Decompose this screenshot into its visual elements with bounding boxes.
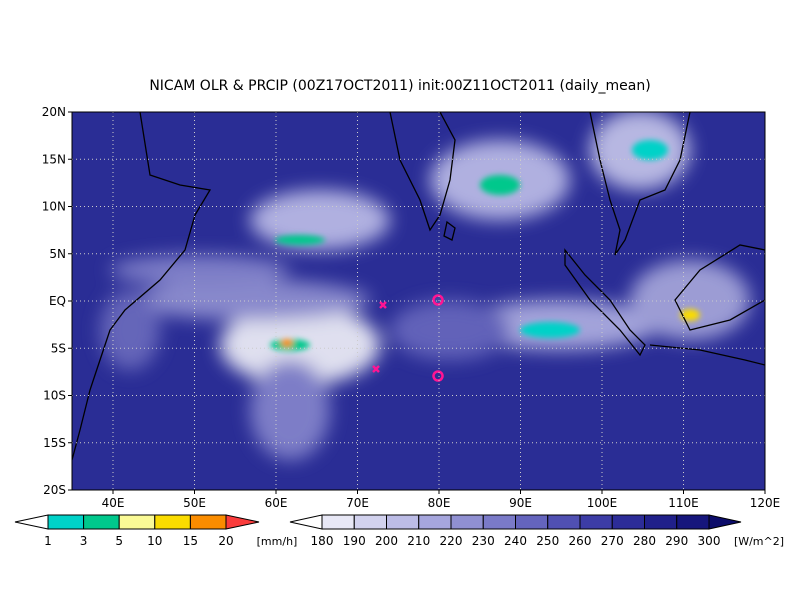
colorbar-swatch [611, 514, 645, 530]
precip-legend: 1 3 5 10 15 20 [mm/h] [14, 514, 298, 548]
colorbar-unit: [mm/h] [257, 535, 298, 548]
olr-legend: 180 190 200 210 220 230 240 250 260 270 280 290 300 [… [289, 514, 784, 548]
colorbar-label: 290 [665, 534, 688, 548]
colorbar-swatch [118, 514, 156, 530]
colorbar-swatch [418, 514, 452, 530]
colorbar-label: 250 [536, 534, 559, 548]
colorbar-label: 15 [183, 534, 198, 548]
colorbar-unit: [W/m^2] [734, 535, 784, 548]
lon-label: 40E [102, 496, 125, 510]
lat-label: 5N [49, 247, 66, 261]
map-title: NICAM OLR & PRCIP (00Z17OCT2011) init:00… [149, 78, 650, 94]
colorbar-swatch [676, 514, 710, 530]
colorbar-label: 10 [147, 534, 162, 548]
colorbar-label: 3 [80, 534, 88, 548]
colorbar-tip [225, 514, 260, 530]
lon-label: 50E [183, 496, 206, 510]
lon-label: 80E [428, 496, 451, 510]
graticule [72, 112, 765, 490]
colorbar-swatch [547, 514, 581, 530]
colorbar-swatch [154, 514, 191, 530]
colorbar-label: 270 [601, 534, 624, 548]
lat-label: 15N [42, 152, 66, 166]
colorbar-swatch [644, 514, 678, 530]
lat-label: EQ [49, 294, 66, 308]
lon-label: 100E [587, 496, 618, 510]
colorbar-label: 260 [569, 534, 592, 548]
colorbar-tip [14, 514, 49, 530]
colorbar-label: 210 [407, 534, 430, 548]
storm-markers [372, 294, 444, 382]
colorbar-tip [708, 514, 742, 530]
lat-label: 20N [42, 105, 66, 119]
colorbar-label: 280 [633, 534, 656, 548]
colorbar-label: 240 [504, 534, 527, 548]
coastlines [72, 112, 765, 461]
colorbar-tip [289, 514, 323, 530]
colorbar-swatch [450, 514, 484, 530]
colorbar-label: 180 [311, 534, 334, 548]
colorbar-swatch [321, 514, 355, 530]
lon-label: 120E [750, 496, 781, 510]
colorbar-swatch [83, 514, 120, 530]
colorbar-swatch [482, 514, 516, 530]
lat-label: 15S [43, 436, 66, 450]
colorbar-label: 20 [218, 534, 233, 548]
colorbar-label: 230 [472, 534, 495, 548]
lat-label: 5S [51, 341, 66, 355]
colorbar-label: 190 [343, 534, 366, 548]
lat-label: 10S [43, 389, 66, 403]
lon-label: 60E [265, 496, 288, 510]
lat-label: 20S [43, 483, 66, 497]
lat-label: 10N [42, 200, 66, 214]
colorbar-swatch [579, 514, 613, 530]
colorbar-label: 220 [440, 534, 463, 548]
colorbar-swatch [47, 514, 85, 530]
lon-label: 110E [668, 496, 699, 510]
lon-label: 70E [346, 496, 369, 510]
colorbar-swatch [386, 514, 420, 530]
colorbar-label: 200 [375, 534, 398, 548]
lon-label: 90E [509, 496, 532, 510]
colorbar-swatch [515, 514, 549, 530]
colorbar-swatch [189, 514, 227, 530]
colorbar-label: 300 [698, 534, 721, 548]
map-field [72, 112, 765, 490]
colorbar-swatch [353, 514, 387, 530]
colorbar-label: 5 [115, 534, 123, 548]
colorbar-label: 1 [44, 534, 52, 548]
